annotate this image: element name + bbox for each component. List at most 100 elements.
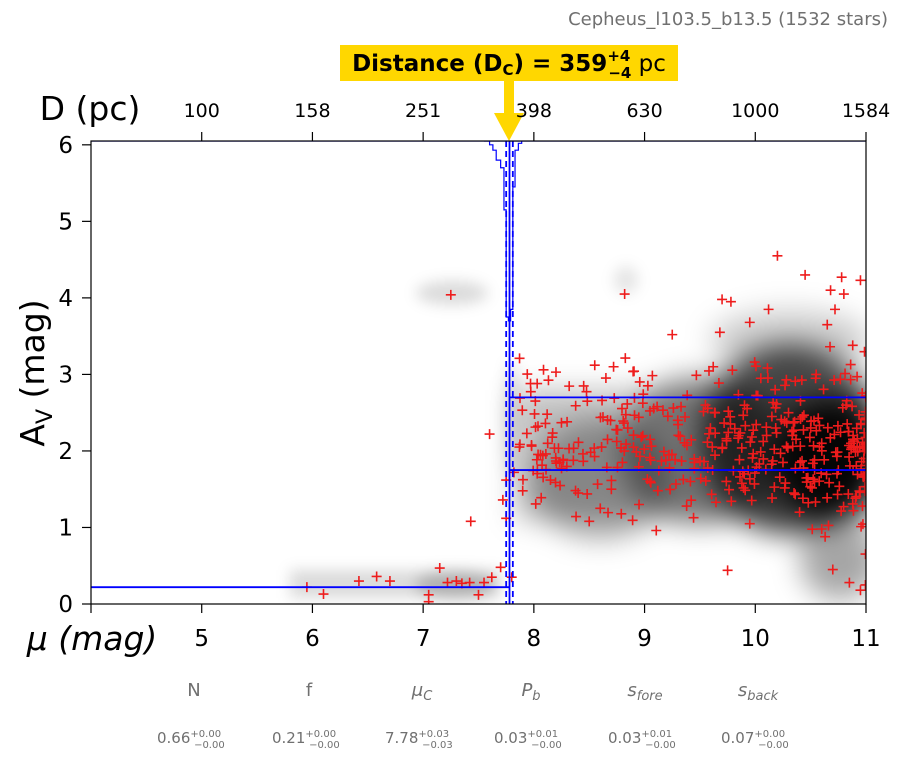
star-point (767, 493, 778, 504)
star-point (699, 456, 710, 467)
parameter-name: Pb (521, 680, 540, 704)
star-point (666, 449, 677, 460)
star-point (676, 401, 687, 412)
banner-sup: +4 (607, 47, 630, 65)
star-point (736, 478, 747, 489)
star-point (646, 441, 657, 452)
star-point (689, 453, 700, 464)
parameter-value: 7.78+0.03 −0.03 (385, 729, 453, 751)
star-point (634, 451, 645, 462)
star-point (852, 469, 863, 480)
star-point (770, 384, 781, 395)
star-point (629, 366, 640, 377)
star-point (582, 488, 593, 499)
star-point (722, 565, 733, 576)
star-point (733, 433, 744, 444)
star-point (618, 416, 629, 427)
star-point (616, 508, 627, 519)
star-point (816, 524, 827, 535)
star-point (847, 340, 858, 351)
star-point (802, 472, 813, 483)
top-x-tick-label: 1584 (842, 100, 890, 122)
star-point (836, 506, 847, 517)
star-point (517, 405, 528, 416)
star-point (749, 357, 760, 368)
star-point (553, 443, 564, 454)
star-point (781, 374, 792, 385)
star-point (371, 571, 382, 582)
star-point (673, 430, 684, 441)
star-point (744, 473, 755, 484)
star-point (547, 432, 558, 443)
star-point (521, 428, 532, 439)
star-point (751, 419, 762, 430)
star-point (838, 289, 849, 300)
star-point (542, 409, 553, 420)
star-point (825, 432, 836, 443)
star-point (789, 416, 800, 427)
star-point (775, 448, 786, 459)
star-point (606, 475, 617, 486)
star-point (783, 407, 794, 418)
star-point (538, 364, 549, 375)
fit-parameter: sfore 0.03+0.01 −0.00 (608, 680, 676, 751)
star-point (681, 501, 692, 512)
star-point (807, 482, 818, 493)
star-point (843, 489, 854, 500)
star-point (642, 380, 653, 391)
star-point (707, 442, 718, 453)
star-point (423, 596, 434, 604)
star-point (705, 423, 716, 434)
star-point (676, 456, 687, 467)
star-point (726, 496, 737, 507)
y-tick-label: 0 (58, 592, 73, 618)
star-point (847, 401, 858, 412)
star-point (755, 446, 766, 457)
star-point (724, 484, 735, 495)
star-point (551, 367, 561, 378)
star-point (533, 421, 544, 432)
star-point (710, 407, 721, 418)
star-point (734, 454, 745, 465)
star-point (473, 589, 484, 600)
star-point (844, 577, 855, 588)
star-point (772, 250, 783, 261)
star-point (725, 296, 736, 307)
star-point (851, 491, 862, 502)
star-point (797, 455, 808, 466)
star-point (846, 444, 857, 455)
star-point (781, 441, 792, 452)
star-point (854, 485, 865, 496)
star-point (838, 501, 849, 512)
star-point (526, 440, 537, 451)
star-point (606, 484, 617, 495)
star-point (798, 463, 809, 474)
parameter-value: 0.03+0.01 −0.00 (494, 729, 562, 751)
density-map (290, 266, 866, 600)
star-point (814, 441, 825, 452)
banner-inf: −4 (608, 64, 631, 82)
star-point (774, 472, 785, 483)
x-tick-label: 9 (637, 626, 652, 652)
star-point (822, 422, 833, 433)
star-point (603, 507, 614, 518)
x-axis-label: μ (mag) (26, 619, 158, 658)
parameter-name: μC (411, 680, 433, 704)
x-tick-label: 7 (416, 626, 431, 652)
star-point (642, 474, 653, 485)
star-point (662, 411, 673, 422)
top-x-tick-label: 1000 (731, 100, 779, 122)
svg-text:Distance (DC) = 359+4−4 pc: Distance (DC) = 359+4 −4 pc (352, 47, 666, 82)
star-point (658, 446, 669, 457)
star-point (854, 409, 865, 420)
star-point (710, 497, 721, 508)
star-point (758, 453, 769, 464)
star-point (589, 360, 600, 371)
star-point (704, 428, 715, 439)
star-point (589, 443, 600, 454)
star-point (740, 485, 751, 496)
star-point (522, 369, 533, 380)
star-point (667, 329, 678, 340)
star-point (652, 485, 663, 496)
